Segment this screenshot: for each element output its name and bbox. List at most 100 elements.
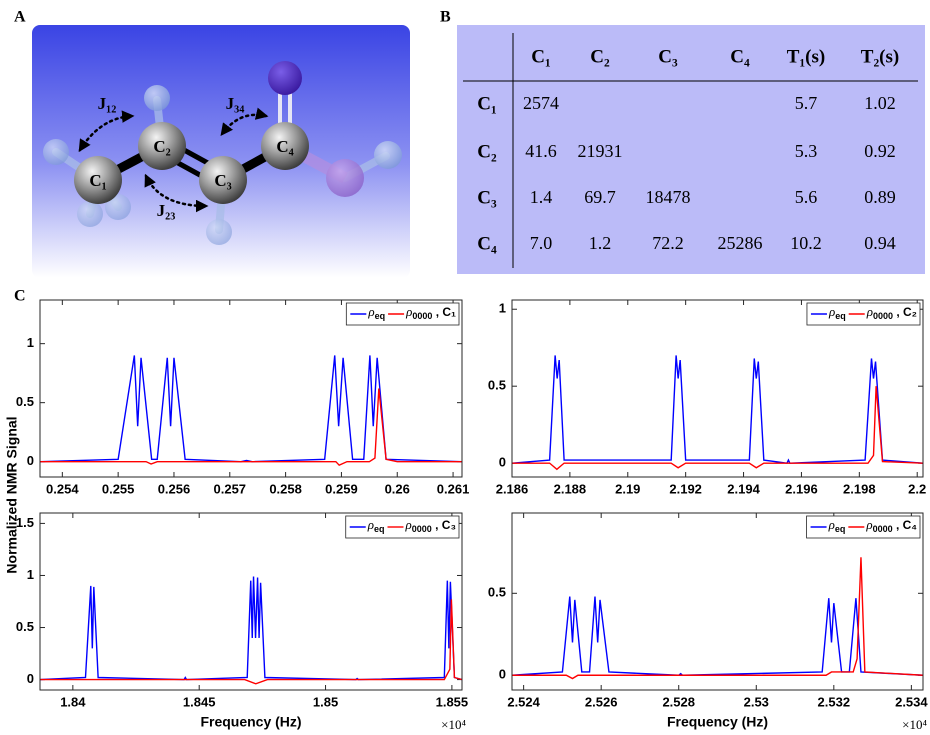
legend-symbol: ρ [865, 517, 872, 532]
legend-subscript: 0000 [412, 524, 432, 534]
x-tick-label: 2.532 [818, 694, 851, 709]
legend: ρeq ρ0000 , C₁ [345, 302, 460, 326]
legend-label: ρ0000 , C₃ [405, 517, 457, 534]
x-tick-label: 2.196 [785, 481, 818, 496]
spectrum-line [512, 386, 923, 471]
table-cell: 69.7 [584, 187, 616, 207]
legend-symbol: ρ [405, 304, 412, 319]
legend-subscript: eq [374, 524, 385, 534]
table-cell: 5.6 [795, 187, 818, 207]
table-cell: 1.4 [530, 187, 553, 207]
y-tick-label: 0 [27, 671, 34, 686]
legend-label: ρeq [828, 517, 846, 534]
coupling-label: J₁₂ [98, 94, 117, 113]
table-cell: 5.3 [795, 141, 818, 161]
y-tick-label: 1 [499, 301, 506, 316]
x-tick-label: 2.2 [908, 481, 926, 496]
x-tick-label: 0.255 [102, 481, 135, 496]
spectrum-plot: 0 0.5 1 2.186 2.188 2.19 2.192 2.194 2.196 2.198 2… [488, 299, 926, 496]
column-header: T₂(s) [861, 46, 899, 67]
y-tick-label: 0 [499, 667, 506, 682]
legend-subscript: 0000 [873, 524, 893, 534]
legend-subscript: 0000 [412, 311, 432, 321]
x-tick-label: 0.257 [214, 481, 247, 496]
x-axis-label: Frequency (Hz) [200, 714, 301, 730]
legend-symbol: ρ [866, 304, 873, 319]
spectrum-line [40, 355, 462, 463]
axes-box [39, 512, 463, 691]
legend-subscript: 0000 [873, 311, 893, 321]
y-tick-label: 1 [27, 567, 34, 582]
panel-label: B [440, 9, 451, 26]
table-cell: 2574 [523, 93, 559, 113]
legend-label: ρeq [367, 517, 385, 534]
x-tick-label: 2.53 [744, 694, 769, 709]
legend-suffix: , C₄ [893, 518, 918, 532]
y-axis-label: Normalized NMR Signal [4, 416, 20, 573]
legend-symbol: ρ [367, 304, 374, 319]
atom-label: C₁ [89, 171, 106, 190]
plot-area [40, 300, 462, 477]
row-header: C₄ [477, 233, 497, 254]
y-tick-label: 0.5 [488, 585, 506, 600]
legend-label: ρ0000 , C₁ [405, 304, 456, 321]
column-header: C₄ [730, 46, 750, 67]
legend-suffix: , C₂ [893, 305, 917, 319]
panel-label: C [14, 288, 26, 305]
x-tick-label: 1.85 [313, 694, 338, 709]
table-cell: 41.6 [525, 141, 557, 161]
molecule [43, 61, 402, 245]
legend-subscript: eq [375, 311, 386, 321]
table-cell: 1.02 [864, 93, 896, 113]
legend: ρ eq ρ0000 , C₂ [806, 302, 921, 326]
spectrum-line [40, 599, 462, 685]
legend-subscript: eq [835, 524, 846, 534]
axes-box [39, 299, 463, 478]
column-header: C₂ [590, 46, 610, 67]
legend-suffix: , C₁ [432, 305, 456, 319]
x-tick-label: 2.19 [615, 481, 640, 496]
spectrum-plot: 0 0.5 2.524 2.526 2.528 2.53 2.532 2.534 Frequen… [488, 512, 928, 732]
column-header: T₁(s) [787, 46, 825, 67]
axes-box [511, 299, 924, 478]
legend-subscript: eq [835, 311, 846, 321]
y-tick-label: 0.5 [16, 394, 34, 409]
plot-area [512, 513, 923, 690]
table-background [457, 25, 925, 274]
table-cell: 1.2 [589, 233, 612, 253]
x-tick-label: 0.256 [158, 481, 191, 496]
table-cell: 5.7 [795, 93, 818, 113]
x-tick-label: 1.845 [183, 694, 216, 709]
plot-area [512, 300, 923, 477]
table-cell: 0.92 [864, 141, 896, 161]
column-header: C₃ [658, 46, 678, 67]
x-tick-label: 0.261 [437, 481, 470, 496]
x-tick-label: 0.254 [46, 481, 79, 496]
panel-a: A [14, 9, 410, 278]
spectrum-plot: 0 0.5 1 1.5 1.84 1.845 1.85 1.855 Frequency (Hz)… [16, 512, 468, 732]
table-cell: 25286 [718, 233, 763, 253]
spectrum-plot: 0 0.5 1 0.254 0.255 0.256 0.257 0.258 0.259 0.26 0… [16, 299, 470, 496]
x-tick-label: 2.526 [585, 694, 618, 709]
legend: ρeq ρ0000 , C₃ [345, 515, 460, 539]
y-tick-label: 0 [499, 455, 506, 470]
atom-label: C₃ [214, 171, 231, 190]
x-tick-label: 2.192 [669, 481, 702, 496]
coupling-label: J₂₃ [157, 201, 176, 220]
y-tick-label: 0 [27, 453, 34, 468]
x-tick-label: 2.188 [554, 481, 587, 496]
axes-box [511, 512, 924, 691]
coupling-label: J₃₄ [226, 94, 245, 113]
panel-label: A [14, 9, 26, 26]
spectrum-line [40, 388, 462, 467]
table-cell: 72.2 [652, 233, 684, 253]
legend-label: ρ0000 , C₂ [866, 304, 917, 321]
spectrum-line [512, 557, 923, 680]
x-tick-label: 2.534 [895, 694, 928, 709]
y-tick-label: 1.5 [16, 515, 34, 530]
spectrum-line [512, 355, 923, 464]
table-cell: 7.0 [530, 233, 553, 253]
panel-b: B C₁ C₂ C₃ C₄ T₁(s) T₂(s) C₁ 2574 5.7 1.02 C₂ 41.6 2… [440, 9, 925, 274]
row-header: C₁ [477, 93, 496, 114]
x-tick-label: 1.84 [60, 694, 86, 709]
